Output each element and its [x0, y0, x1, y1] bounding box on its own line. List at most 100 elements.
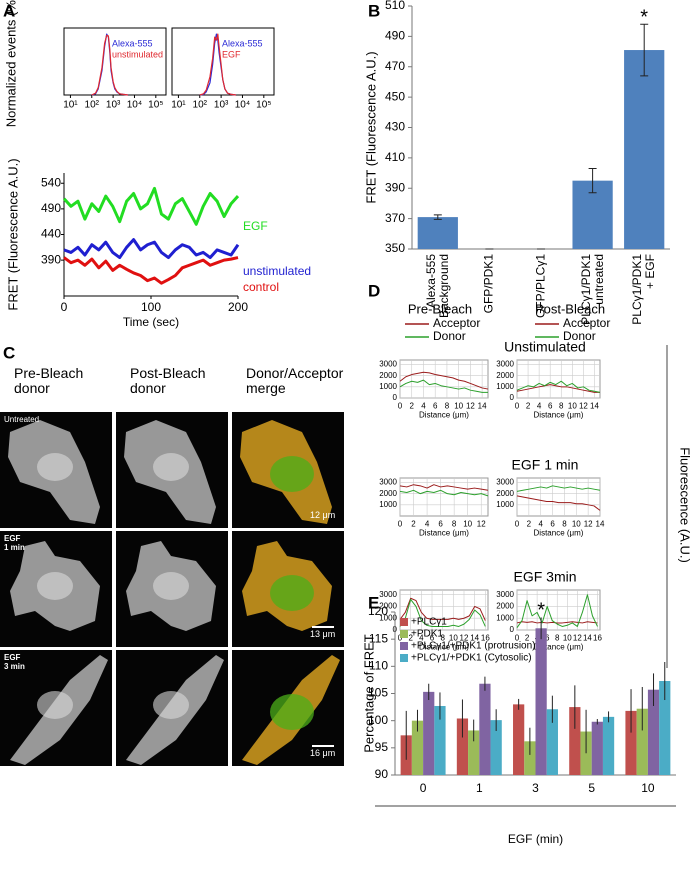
x-tick-label: 100	[141, 300, 161, 314]
x-tick-label: 14	[478, 401, 487, 410]
y-tick-label: 3000	[496, 360, 514, 369]
y-tick-label: 3000	[496, 590, 514, 599]
x-tick-label: 2	[526, 401, 531, 410]
bar	[546, 709, 558, 775]
x-tick-label: 8	[440, 633, 445, 642]
annotation: *	[640, 7, 648, 29]
x-tick-label: 4	[419, 633, 424, 642]
y-tick-label: 1000	[379, 613, 397, 622]
x-tick-label: PLCγ1/PDK1 + EGF	[630, 254, 658, 325]
x-tick-label: 12	[579, 401, 588, 410]
bar	[636, 708, 648, 775]
x-tick-label: 10³	[106, 100, 121, 111]
legend-title: Pre-Bleach	[408, 301, 472, 316]
x-tick-label: 4	[538, 519, 543, 528]
x-tick-label: 12	[460, 633, 469, 642]
bar	[434, 705, 446, 775]
x-tick-label: 10	[568, 401, 577, 410]
y-tick-label: 370	[385, 211, 405, 225]
x-tick-label: 10	[572, 519, 581, 528]
y-tick-label: 1000	[379, 500, 397, 509]
panel-label: D	[368, 281, 380, 300]
plot-frame	[171, 27, 275, 96]
data-line	[399, 598, 486, 627]
y-tick-label: 2000	[379, 371, 397, 380]
legend-title: Post-Bleach	[535, 301, 605, 316]
x-tick-label: 14	[590, 401, 599, 410]
x-tick-label: 8	[559, 401, 564, 410]
x-tick-label: 6	[438, 519, 443, 528]
legend-label: Donor	[433, 329, 466, 343]
x-tick-label: 12	[477, 519, 486, 528]
bar	[513, 704, 525, 775]
legend-label: EGF	[222, 49, 241, 59]
x-tick-label: 12	[573, 633, 582, 642]
y-tick-label: 3000	[496, 478, 514, 487]
cell-nucleus	[37, 453, 73, 481]
bar	[602, 716, 615, 775]
x-axis-label: EGF (min)	[508, 832, 563, 846]
data-line	[63, 256, 239, 285]
y-tick-label: 450	[385, 89, 405, 103]
legend-label: +PLCγ1	[411, 617, 447, 628]
y-tick-label: 120	[368, 604, 388, 618]
x-tick-label: 2	[411, 519, 416, 528]
data-line	[516, 485, 601, 492]
x-tick-label: 10	[563, 633, 572, 642]
y-tick-label: 2000	[379, 489, 397, 498]
bar	[411, 720, 424, 775]
bar	[625, 710, 637, 775]
bar	[624, 50, 665, 250]
bar	[479, 683, 491, 775]
x-tick-label: 10	[463, 519, 472, 528]
series-label: unstimulated	[243, 264, 311, 278]
x-tick-label: 14	[596, 519, 605, 528]
legend-label: Donor	[563, 329, 596, 343]
x-axis-label: Distance (μm)	[534, 529, 584, 538]
scale-bar-label: 13 μm	[310, 629, 336, 639]
data-line	[516, 495, 601, 511]
y-tick-label: 390	[385, 180, 405, 194]
cell-nucleus	[153, 572, 189, 600]
x-tick-label: 10⁴	[235, 100, 250, 111]
bar	[468, 730, 480, 775]
bar	[423, 691, 435, 775]
x-tick-label: 3	[532, 781, 539, 795]
bar	[647, 689, 660, 775]
cell-nucleus	[37, 572, 73, 600]
y-tick-label: 1000	[496, 382, 514, 391]
x-tick-label: 0	[515, 401, 520, 410]
x-tick-label: 0	[398, 401, 403, 410]
bar	[417, 217, 458, 249]
legend-label: Acceptor	[563, 316, 610, 330]
y-tick-label: 100	[368, 713, 388, 727]
x-tick-label: 14	[470, 633, 479, 642]
x-tick-label: 0	[515, 633, 520, 642]
x-tick-label: 6	[430, 633, 435, 642]
x-tick-label: 10²	[85, 100, 100, 111]
cell-donor-signal	[270, 456, 314, 492]
data-line	[516, 384, 600, 393]
y-tick-label: 95	[375, 740, 389, 754]
data-line	[399, 379, 488, 393]
x-tick-label: 10¹	[171, 100, 186, 111]
x-tick-label: 10	[449, 633, 458, 642]
x-tick-label: 4	[425, 519, 430, 528]
y-tick-label: 390	[41, 252, 61, 266]
x-tick-label: 8	[555, 633, 560, 642]
annotation: *	[537, 600, 545, 622]
x-axis-label: Distance (μm)	[534, 643, 584, 652]
legend-swatch	[400, 654, 408, 662]
cell-donor-signal	[270, 694, 314, 730]
x-tick-label: 6	[433, 401, 438, 410]
y-axis-label: Percentage of FRET	[361, 634, 376, 753]
x-tick-label: 1	[476, 781, 483, 795]
x-tick-label: 2	[525, 633, 530, 642]
x-tick-label: 2	[527, 519, 532, 528]
y-tick-label: 490	[41, 201, 61, 215]
y-tick-label: 3000	[379, 590, 397, 599]
data-line	[399, 597, 486, 621]
cell-nucleus	[153, 453, 189, 481]
panel-label: C	[3, 343, 15, 362]
bar	[490, 720, 502, 775]
